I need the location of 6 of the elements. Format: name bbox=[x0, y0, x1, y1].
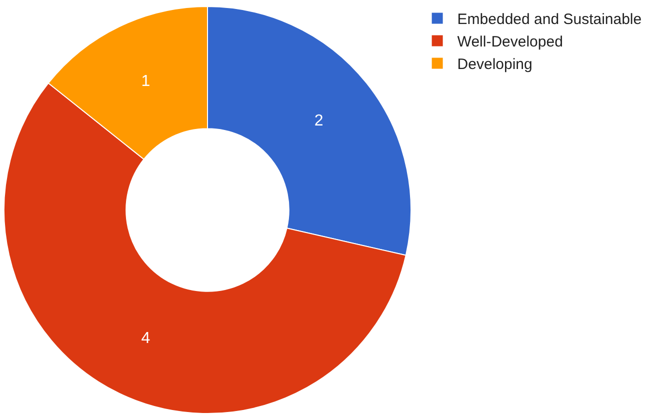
legend-label: Developing bbox=[457, 56, 532, 74]
data-label: 2 bbox=[314, 112, 324, 130]
data-label: 1 bbox=[141, 73, 150, 90]
legend-label: Embedded and Sustainable bbox=[457, 11, 642, 28]
data-label: 4 bbox=[141, 330, 150, 347]
legend-label: Well-Developed bbox=[457, 34, 563, 51]
